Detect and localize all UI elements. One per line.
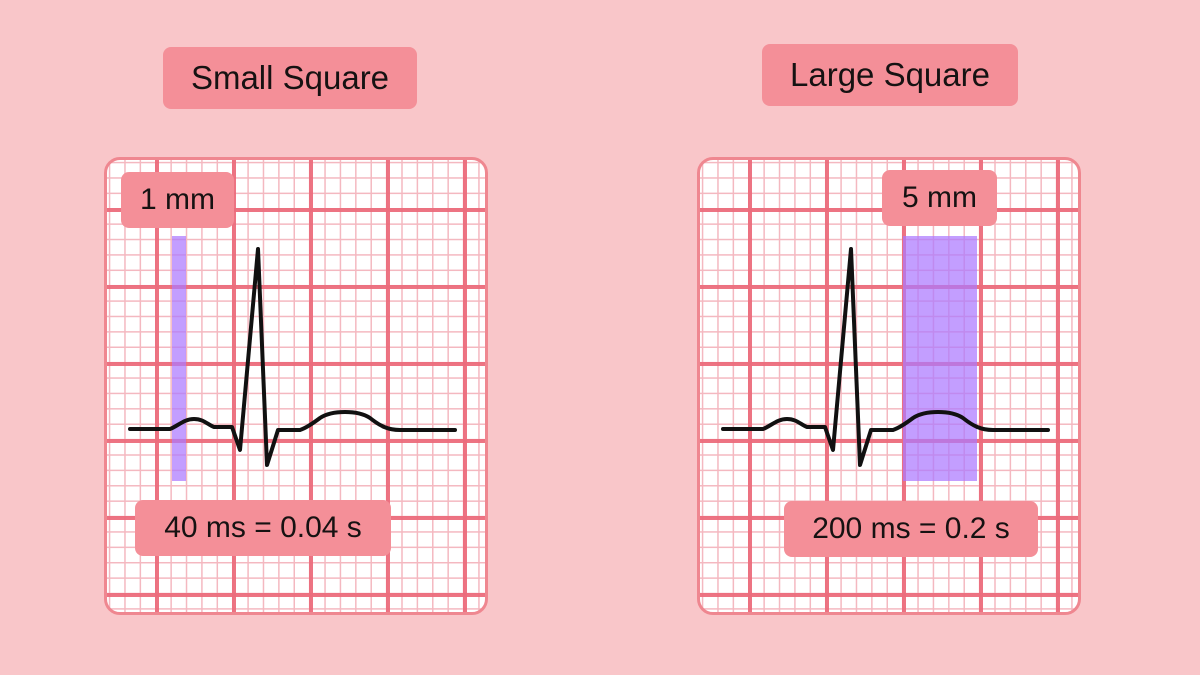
large-square-title: Large Square: [762, 44, 1018, 106]
small-square-highlight: [172, 236, 186, 481]
small-square-size-label: 1 mm: [121, 172, 234, 228]
small-square-title: Small Square: [163, 47, 417, 109]
large-square-highlight: [903, 236, 977, 481]
small-square-duration-label: 40 ms = 0.04 s: [135, 500, 391, 556]
large-square-size-label: 5 mm: [882, 170, 997, 226]
large-square-duration-label: 200 ms = 0.2 s: [784, 501, 1038, 557]
